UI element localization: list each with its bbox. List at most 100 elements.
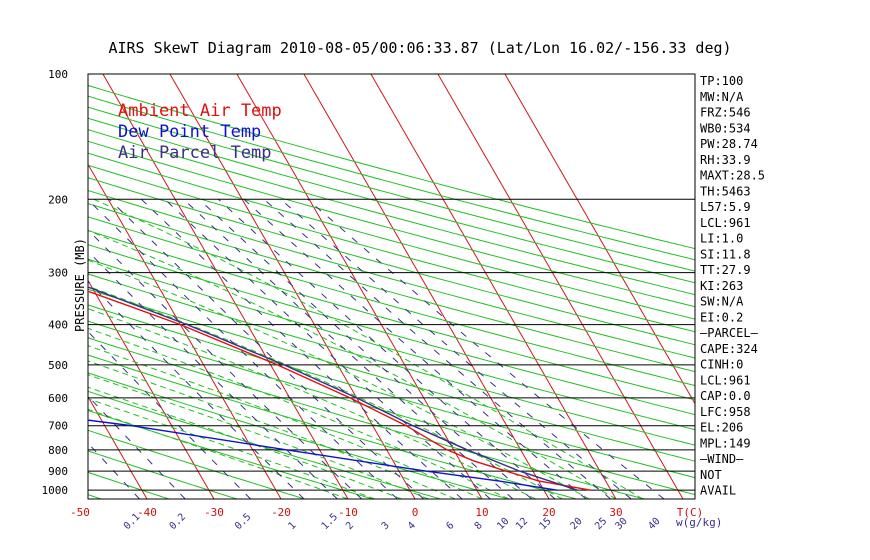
index-value: LI:1.0 bbox=[700, 232, 743, 246]
mixing-ratio-tick-label: 25 bbox=[593, 516, 609, 532]
index-value: KI:263 bbox=[700, 279, 743, 293]
dry-adiabat-line bbox=[0, 74, 33, 499]
bottom-temp-tick-label: -50 bbox=[70, 506, 90, 519]
chart-title: AIRS SkewT Diagram 2010-08-05/00:06:33.8… bbox=[108, 39, 731, 57]
pressure-tick-label: 600 bbox=[48, 392, 68, 405]
index-value: CINH:0 bbox=[700, 358, 743, 372]
mixing-ratio-tick-label: 12 bbox=[514, 516, 530, 532]
bottom-temp-tick-label: -20 bbox=[271, 506, 291, 519]
mixing-ratio-line bbox=[109, 198, 425, 499]
mixing-ratio-line bbox=[88, 280, 305, 499]
dry-adiabat-line bbox=[88, 177, 695, 346]
mixing-ratio-line bbox=[183, 198, 514, 499]
isotherm-line bbox=[504, 74, 695, 405]
dry-adiabat-line bbox=[88, 354, 577, 499]
mixing-ratio-line bbox=[164, 198, 491, 499]
legend-label: Air Parcel Temp bbox=[118, 143, 272, 163]
bottom-temp-tick-label: -10 bbox=[338, 506, 358, 519]
moist-adiabat-line bbox=[88, 345, 483, 499]
index-value: CAPE:324 bbox=[700, 342, 758, 356]
index-value: PW:28.74 bbox=[700, 137, 758, 151]
dry-adiabat-line bbox=[88, 95, 695, 261]
dry-adiabat-line bbox=[88, 244, 695, 416]
dry-adiabat-line bbox=[88, 390, 441, 499]
dry-adiabat-line bbox=[88, 84, 695, 250]
dry-adiabat-line bbox=[88, 216, 695, 387]
dry-adiabat-line bbox=[88, 152, 695, 320]
index-value: LFC:958 bbox=[700, 405, 751, 419]
mixing-ratio-tick-label: 2 bbox=[344, 520, 356, 532]
dry-adiabat-line bbox=[88, 117, 695, 284]
index-value: LCL:961 bbox=[700, 216, 751, 230]
dry-adiabat-line bbox=[88, 230, 695, 401]
mixing-ratio-tick-label: 6 bbox=[444, 520, 456, 532]
index-value: WB0:534 bbox=[700, 121, 751, 135]
dry-adiabat-line bbox=[88, 258, 695, 431]
dry-adiabat-line bbox=[88, 189, 695, 359]
index-value: RH:33.9 bbox=[700, 153, 751, 167]
pressure-tick-label: 100 bbox=[48, 68, 68, 81]
index-value: TH:5463 bbox=[700, 184, 751, 198]
dry-adiabat-line bbox=[88, 304, 695, 479]
moist-adiabat-line bbox=[88, 259, 590, 499]
bottom-temp-tick-label: 30 bbox=[609, 506, 622, 519]
index-value: SW:N/A bbox=[700, 295, 744, 309]
dry-adiabat-line bbox=[88, 372, 509, 499]
dry-adiabat-line bbox=[88, 129, 695, 296]
moist-adiabat-line bbox=[88, 398, 375, 499]
index-value: MAXT:28.5 bbox=[700, 169, 765, 183]
mixing-ratio-tick-label: 1 bbox=[286, 520, 298, 532]
index-value: EL:206 bbox=[700, 421, 743, 435]
pressure-tick-label: 1000 bbox=[42, 484, 69, 497]
mixing-ratio-line bbox=[88, 395, 186, 499]
index-value: SI:11.8 bbox=[700, 247, 751, 261]
pressure-tick-label: 900 bbox=[48, 465, 68, 478]
dry-adiabat-line bbox=[88, 273, 695, 446]
dry-adiabat-line bbox=[88, 320, 695, 496]
mixing-ratio-tick-label: 10 bbox=[495, 516, 511, 532]
dry-adiabat-line bbox=[88, 288, 695, 462]
index-value: FRZ:546 bbox=[700, 106, 751, 120]
index-value: NOT bbox=[700, 468, 722, 482]
index-value: L57:5.9 bbox=[700, 200, 751, 214]
pressure-tick-label: 300 bbox=[48, 267, 68, 280]
index-value: —WIND— bbox=[700, 452, 744, 466]
isotherm-line bbox=[169, 74, 416, 499]
dry-adiabat-line bbox=[88, 409, 373, 499]
moist-adiabat-line bbox=[88, 374, 429, 499]
index-value: CAP:0.0 bbox=[700, 389, 751, 403]
mixing-ratio-line bbox=[88, 330, 251, 499]
index-value: TP:100 bbox=[700, 74, 743, 88]
mixing-ratio-line bbox=[198, 198, 533, 499]
moist-adiabat-line bbox=[88, 360, 456, 499]
mixing-ratio-tick-label: 0.2 bbox=[168, 512, 189, 533]
legend-label: Dew Point Temp bbox=[118, 122, 261, 142]
index-value: AVAIL bbox=[700, 484, 736, 498]
moist-adiabat-line bbox=[88, 229, 617, 499]
pressure-tick-label: 400 bbox=[48, 319, 68, 332]
dry-adiabat-line bbox=[88, 202, 695, 373]
isotherm-line bbox=[370, 74, 617, 499]
profile-line bbox=[88, 419, 558, 491]
isotherm-line bbox=[236, 74, 483, 499]
dry-adiabat-line bbox=[88, 164, 695, 333]
moist-adiabat-line bbox=[88, 285, 563, 499]
index-value: TT:27.9 bbox=[700, 263, 751, 277]
bottom-temp-tick-label: 0 bbox=[412, 506, 419, 519]
mixing-ratio-line bbox=[88, 442, 140, 499]
moist-adiabat-line bbox=[88, 327, 510, 499]
mixing-ratio-line bbox=[243, 198, 587, 499]
pressure-tick-label: 200 bbox=[48, 193, 68, 206]
moist-adiabat-line bbox=[93, 198, 644, 499]
temperature-unit-label: T(C) bbox=[677, 506, 704, 519]
pressure-tick-label: 800 bbox=[48, 444, 68, 457]
index-value: MW:N/A bbox=[700, 90, 744, 104]
moist-adiabat-line bbox=[88, 386, 402, 499]
bottom-temp-tick-label: -30 bbox=[204, 506, 224, 519]
pressure-tick-label: 700 bbox=[48, 420, 68, 433]
mixing-ratio-line bbox=[263, 198, 612, 499]
mixing-ratio-line bbox=[218, 198, 556, 499]
